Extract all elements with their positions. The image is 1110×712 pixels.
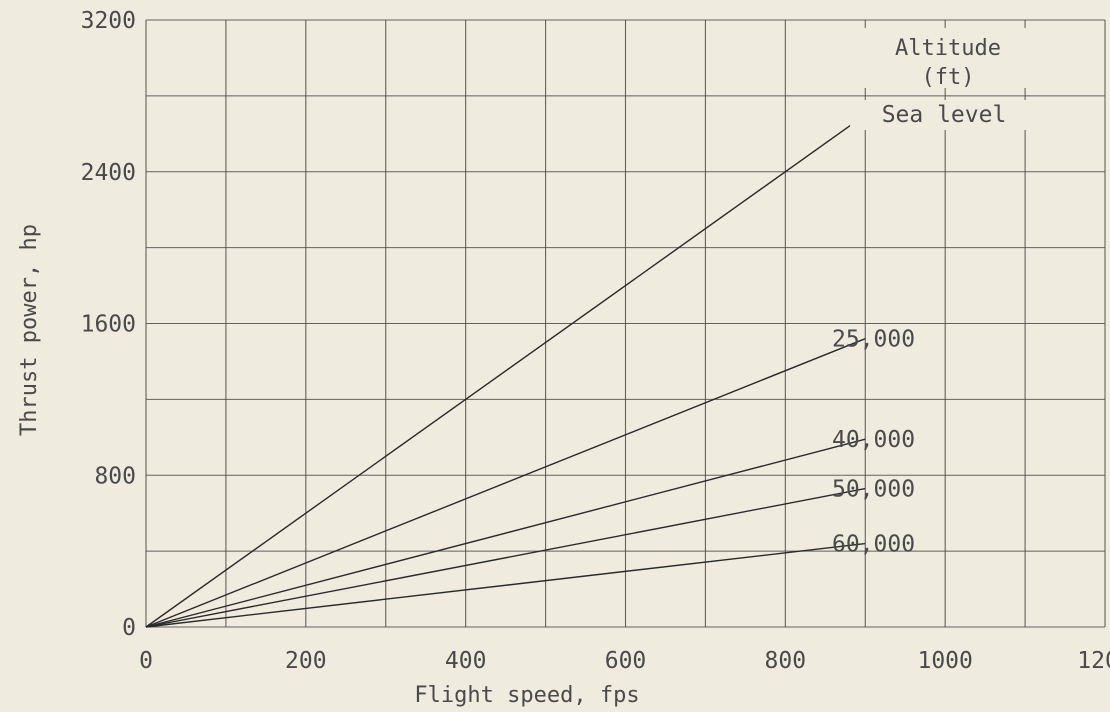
series-label-0: Sea level bbox=[882, 102, 1007, 128]
x-tick-label: 400 bbox=[445, 648, 487, 674]
series-label-1: 25,000 bbox=[832, 327, 915, 353]
series-line-3 bbox=[145, 487, 866, 628]
x-tick-label: 0 bbox=[139, 648, 153, 674]
legend-title-line-2: (ft) bbox=[922, 65, 975, 90]
series-labels: Sea level 25,000 40,000 50,000 60,000 bbox=[832, 100, 1038, 558]
series-line-2 bbox=[145, 438, 866, 628]
series-line-0 bbox=[145, 114, 866, 628]
series-label-2: 40,000 bbox=[832, 427, 915, 453]
series-line-4 bbox=[145, 542, 866, 628]
tick-labels: 0 200 400 600 800 1000 1200 0 800 1600 2400 3200 bbox=[81, 8, 1110, 674]
y-tick-label: 0 bbox=[122, 615, 136, 641]
series-lines bbox=[145, 114, 866, 628]
y-tick-label: 3200 bbox=[81, 8, 136, 34]
series-label-background bbox=[850, 100, 1038, 130]
y-axis-title: Thrust power, hp bbox=[17, 224, 42, 436]
y-tick-label: 800 bbox=[94, 463, 136, 489]
series-label-4: 60,000 bbox=[832, 532, 915, 558]
series-line-1 bbox=[145, 338, 866, 628]
series-label-3: 50,000 bbox=[832, 477, 915, 503]
x-tick-label: 600 bbox=[605, 648, 647, 674]
legend-title-line-1: Altitude bbox=[895, 36, 1001, 61]
x-tick-label: 200 bbox=[285, 648, 327, 674]
x-tick-label: 800 bbox=[765, 648, 807, 674]
legend-title-background bbox=[862, 28, 1052, 88]
x-tick-label: 1200 bbox=[1077, 648, 1110, 674]
x-axis-title: Flight speed, fps bbox=[414, 683, 639, 708]
y-tick-label: 1600 bbox=[81, 312, 136, 338]
y-tick-label: 2400 bbox=[81, 160, 136, 186]
x-tick-label: 1000 bbox=[917, 648, 972, 674]
